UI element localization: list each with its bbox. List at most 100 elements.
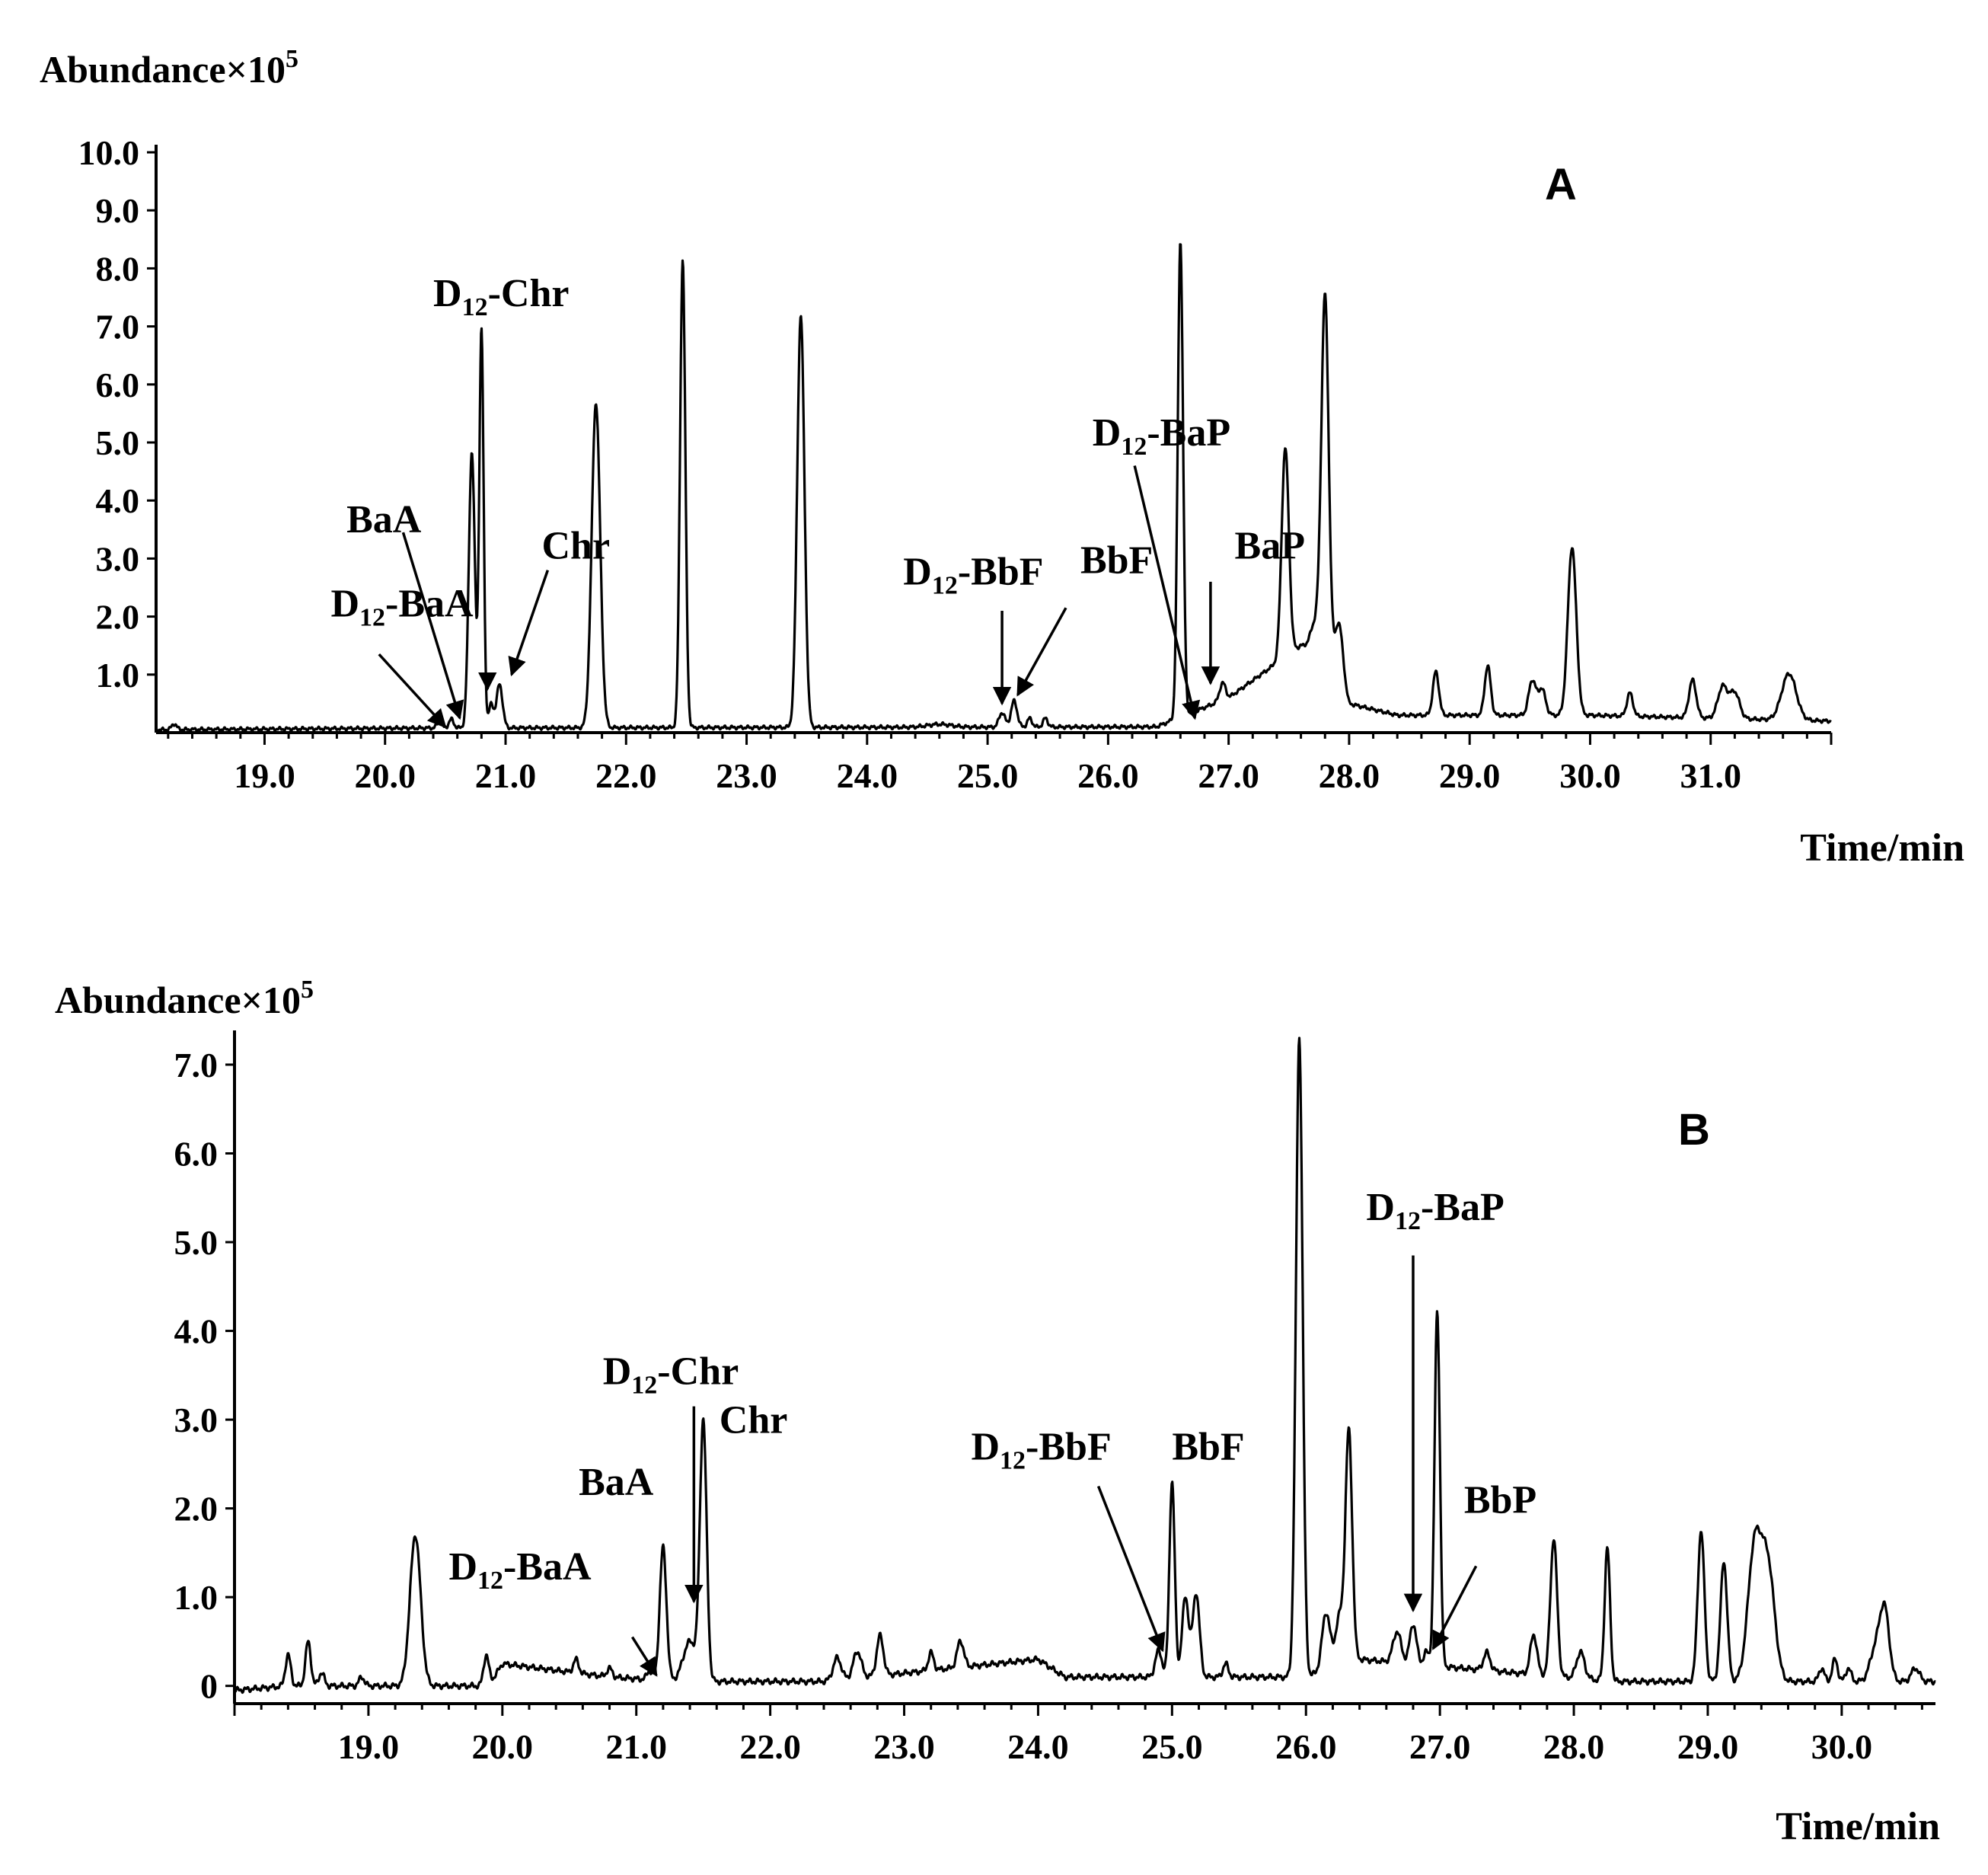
- peak-label: BbP: [1464, 1478, 1536, 1522]
- y-axis-title-exponent: 5: [301, 976, 314, 1004]
- peak-label-subscript: 12: [932, 572, 958, 600]
- peak-label-prefix: D: [433, 272, 462, 315]
- x-tick-label: 20.0: [354, 756, 416, 795]
- y-tick-label: 4.0: [96, 481, 140, 520]
- x-tick-label: 26.0: [1275, 1727, 1337, 1766]
- panel-a-chart: 1.0 2.0 3.0 4.0 5.0 6.0 7.0 8.0 9.0 10.0 19.0 20.0 2…: [40, 45, 1964, 870]
- y-axis-title: Abundance×105: [55, 976, 314, 1021]
- y-axis-title: Abundance×105: [40, 45, 298, 91]
- peak-label: D12-BaP: [1366, 1186, 1504, 1235]
- panel-b-chart: 0 1.0 2.0 3.0 4.0 5.0 6.0 7.0 19.0 20.0 21.0 22.0 23…: [55, 976, 1940, 1848]
- x-tick-label: 21.0: [475, 756, 537, 795]
- peak-arrow: [508, 570, 550, 677]
- chromatogram-trace: [233, 1037, 1936, 1695]
- peak-label-subscript: 12: [462, 293, 488, 321]
- peak-label-rest: -Chr: [657, 1350, 739, 1393]
- y-tick-label: 6.0: [174, 1134, 219, 1173]
- y-tick-label: 3.0: [174, 1401, 219, 1439]
- y-tick-label: 7.0: [96, 308, 140, 347]
- x-tick-label: 30.0: [1559, 756, 1621, 795]
- chromatogram-trace: [155, 243, 1832, 733]
- peak-label: D12-Chr: [433, 272, 569, 321]
- peak-label-rest: -BaP: [1421, 1186, 1505, 1229]
- peak-label-rest: -BbF: [958, 551, 1044, 594]
- peak-label: D12-BaA: [330, 583, 474, 632]
- y-tick-label: 8.0: [96, 249, 140, 288]
- x-tick-label: 27.0: [1198, 756, 1259, 795]
- peak-label-rest: -BaP: [1147, 411, 1230, 455]
- peak-label: BaA: [346, 498, 422, 541]
- x-tick-label: 25.0: [957, 756, 1019, 795]
- peak-label-subscript: 12: [359, 604, 385, 632]
- peak-label-rest: -BbF: [1026, 1426, 1112, 1469]
- x-tick-label: 21.0: [605, 1727, 667, 1766]
- peak-label: Chr: [720, 1399, 788, 1442]
- peak-label-subscript: 12: [1121, 433, 1147, 461]
- y-tick-label: 5.0: [96, 423, 140, 462]
- y-tick-label: 1.0: [174, 1578, 219, 1617]
- x-tick-label: 30.0: [1811, 1727, 1873, 1766]
- peak-arrow: [630, 1636, 658, 1677]
- peak-arrow: [1431, 1565, 1478, 1650]
- peak-label-prefix: D: [330, 583, 359, 626]
- y-tick-label: 1.0: [96, 656, 140, 695]
- x-tick-label: 26.0: [1077, 756, 1139, 795]
- peak-label: BbF: [1172, 1426, 1244, 1469]
- peak-label-subscript: 12: [477, 1567, 503, 1595]
- x-tick-label: 20.0: [472, 1727, 534, 1766]
- y-tick-label: 5.0: [174, 1223, 219, 1262]
- x-tick-label: 22.0: [595, 756, 657, 795]
- peak-label: D12-BbF: [971, 1426, 1111, 1475]
- x-tick-label: 29.0: [1439, 756, 1501, 795]
- peak-label-prefix: D: [971, 1426, 1000, 1469]
- x-tick-label: 22.0: [739, 1727, 801, 1766]
- peak-label: D12-BbF: [903, 551, 1043, 600]
- peak-label: BaP: [1235, 524, 1305, 567]
- y-tick-label: 2.0: [96, 598, 140, 637]
- y-axis-title-exponent: 5: [286, 45, 298, 73]
- peak-label-subscript: 12: [631, 1371, 657, 1399]
- peak-label-subscript: 12: [1000, 1447, 1026, 1475]
- x-tick-label: 24.0: [1007, 1727, 1069, 1766]
- peak-arrow: [401, 532, 464, 720]
- peak-arrow: [1096, 1485, 1166, 1653]
- y-tick-label: 3.0: [96, 539, 140, 578]
- y-tick-label: 6.0: [96, 366, 140, 404]
- y-tick-label: 10.0: [78, 133, 140, 172]
- x-axis-title: Time/min: [1776, 1805, 1940, 1848]
- y-tick-label: 7.0: [174, 1046, 219, 1084]
- x-axis-title: Time/min: [1800, 826, 1964, 870]
- peak-label: D12-BaA: [448, 1545, 592, 1595]
- x-tick-label: 28.0: [1543, 1727, 1605, 1766]
- x-tick-label: 23.0: [873, 1727, 935, 1766]
- peak-label-prefix: D: [1366, 1186, 1395, 1229]
- peak-label-prefix: D: [448, 1545, 477, 1589]
- peak-label-prefix: D: [903, 551, 932, 594]
- x-tick-label: 28.0: [1319, 756, 1380, 795]
- x-tick-label: 23.0: [716, 756, 777, 795]
- peak-label-rest: -BaA: [385, 583, 474, 626]
- peak-label-rest: -Chr: [488, 272, 570, 315]
- x-tick-label: 25.0: [1141, 1727, 1203, 1766]
- panel-label: A: [1545, 160, 1577, 209]
- y-tick-label: 4.0: [174, 1312, 219, 1351]
- peak-label: BbF: [1080, 538, 1153, 582]
- peak-label: D12-BaP: [1093, 411, 1230, 461]
- peak-arrow: [1133, 465, 1201, 720]
- x-tick-label: 19.0: [338, 1727, 400, 1766]
- peak-label: BaA: [579, 1461, 654, 1504]
- peak-label: Chr: [541, 524, 610, 567]
- x-tick-label: 19.0: [234, 756, 295, 795]
- y-tick-label: 0: [200, 1667, 218, 1706]
- peak-arrow: [378, 653, 447, 729]
- peak-label-subscript: 12: [1395, 1207, 1421, 1235]
- x-tick-label: 24.0: [837, 756, 898, 795]
- y-tick-label: 2.0: [174, 1490, 219, 1528]
- x-tick-label: 27.0: [1409, 1727, 1471, 1766]
- panel-label: B: [1678, 1105, 1710, 1155]
- peak-label-prefix: D: [1093, 411, 1122, 455]
- x-tick-label: 29.0: [1677, 1727, 1739, 1766]
- y-tick-label: 9.0: [96, 191, 140, 230]
- peak-arrow: [1016, 607, 1067, 697]
